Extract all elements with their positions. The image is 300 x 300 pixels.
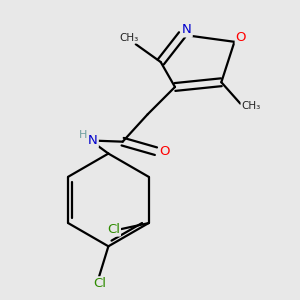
Text: CH₃: CH₃ [120, 33, 139, 43]
Text: O: O [160, 145, 170, 158]
Text: N: N [88, 134, 98, 147]
Text: Cl: Cl [107, 223, 120, 236]
Text: H: H [79, 130, 88, 140]
Text: N: N [182, 23, 192, 36]
Text: O: O [236, 31, 246, 44]
Text: Cl: Cl [93, 277, 106, 290]
Text: CH₃: CH₃ [242, 101, 261, 111]
